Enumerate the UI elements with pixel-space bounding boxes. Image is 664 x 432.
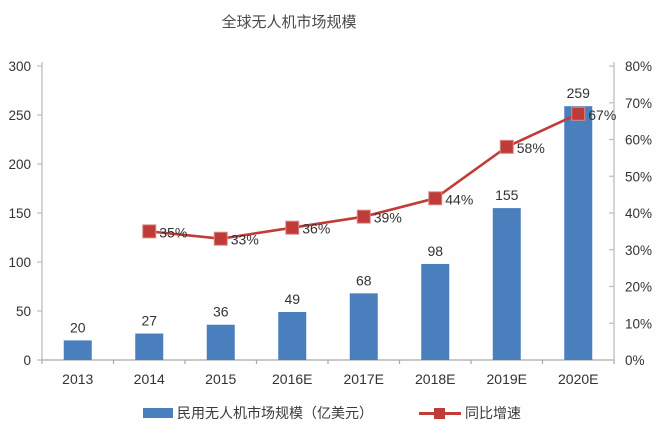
bar-series-swatch-icon <box>143 408 173 418</box>
x-axis-category-label: 2019E <box>487 371 527 387</box>
line-marker-2015 <box>213 231 228 246</box>
right-axis-tick-label: 20% <box>625 280 652 295</box>
left-axis-tick-label: 50 <box>16 304 31 319</box>
right-axis-tick-label: 50% <box>625 169 652 184</box>
bar-value-label: 68 <box>356 272 372 288</box>
line-value-label: 44% <box>445 191 473 207</box>
line-value-label: 36% <box>302 221 330 237</box>
bar-value-label: 155 <box>495 187 519 203</box>
bar-value-label: 98 <box>427 243 443 259</box>
left-axis-tick-label: 300 <box>8 59 31 74</box>
right-axis-tick-label: 40% <box>625 206 652 221</box>
x-axis-category-label: 2020E <box>558 371 598 387</box>
left-axis-tick-label: 150 <box>8 206 31 221</box>
bar-value-label: 20 <box>70 319 86 335</box>
left-axis-tick-label: 100 <box>8 255 31 270</box>
line-value-label: 39% <box>374 210 402 226</box>
x-axis-category-label: 2013 <box>62 371 93 387</box>
x-axis-category-label: 2016E <box>272 371 312 387</box>
bar-value-label: 49 <box>284 291 300 307</box>
x-axis-category-label: 2014 <box>134 371 165 387</box>
line-value-label: 35% <box>159 224 187 240</box>
x-axis-category-label: 2017E <box>344 371 384 387</box>
left-axis-tick-label: 200 <box>8 157 31 172</box>
right-axis-tick-label: 0% <box>625 353 645 368</box>
line-marker-2018E <box>428 191 443 206</box>
legend-line-label: 同比增速 <box>465 405 521 421</box>
bar-2014 <box>135 333 164 360</box>
right-axis-tick-label: 80% <box>625 59 652 74</box>
right-axis-tick-label: 30% <box>625 243 652 258</box>
line-marker-2016E <box>285 220 300 235</box>
bar-2015 <box>206 324 235 360</box>
bar-value-label: 27 <box>141 313 157 329</box>
chart-title: 全球无人机市场规模 <box>221 14 357 31</box>
bar-value-label: 259 <box>567 85 591 101</box>
line-marker-2014 <box>142 224 157 239</box>
line-value-label: 67% <box>588 107 616 123</box>
x-axis-category-label: 2015 <box>205 371 236 387</box>
line-marker-2020E <box>571 106 586 121</box>
bar-2017E <box>349 293 378 360</box>
legend-bar-label: 民用无人机市场规模（亿美元） <box>177 405 373 421</box>
line-series-swatch-icon <box>419 407 461 419</box>
bar-2018E <box>421 263 450 360</box>
bar-2016E <box>278 311 307 360</box>
bar-2013 <box>63 340 92 360</box>
legend: 民用无人机市场规模（亿美元） 同比增速 <box>0 403 664 423</box>
left-axis-tick-label: 0 <box>23 353 31 368</box>
right-axis-tick-label: 60% <box>625 133 652 148</box>
right-axis-tick-label: 70% <box>625 96 652 111</box>
bar-2019E <box>492 208 521 360</box>
line-value-label: 58% <box>517 140 545 156</box>
legend-item-line-series: 同比增速 <box>419 403 521 423</box>
bar-value-label: 36 <box>213 304 229 320</box>
line-marker-2017E <box>356 209 371 224</box>
line-marker-2019E <box>499 139 514 154</box>
x-axis-category-label: 2018E <box>415 371 455 387</box>
left-axis-tick-label: 250 <box>8 108 31 123</box>
bar-2020E <box>564 106 593 361</box>
line-value-label: 33% <box>231 232 259 248</box>
legend-item-bar-series: 民用无人机市场规模（亿美元） <box>143 403 373 423</box>
right-axis-tick-label: 10% <box>625 316 652 331</box>
